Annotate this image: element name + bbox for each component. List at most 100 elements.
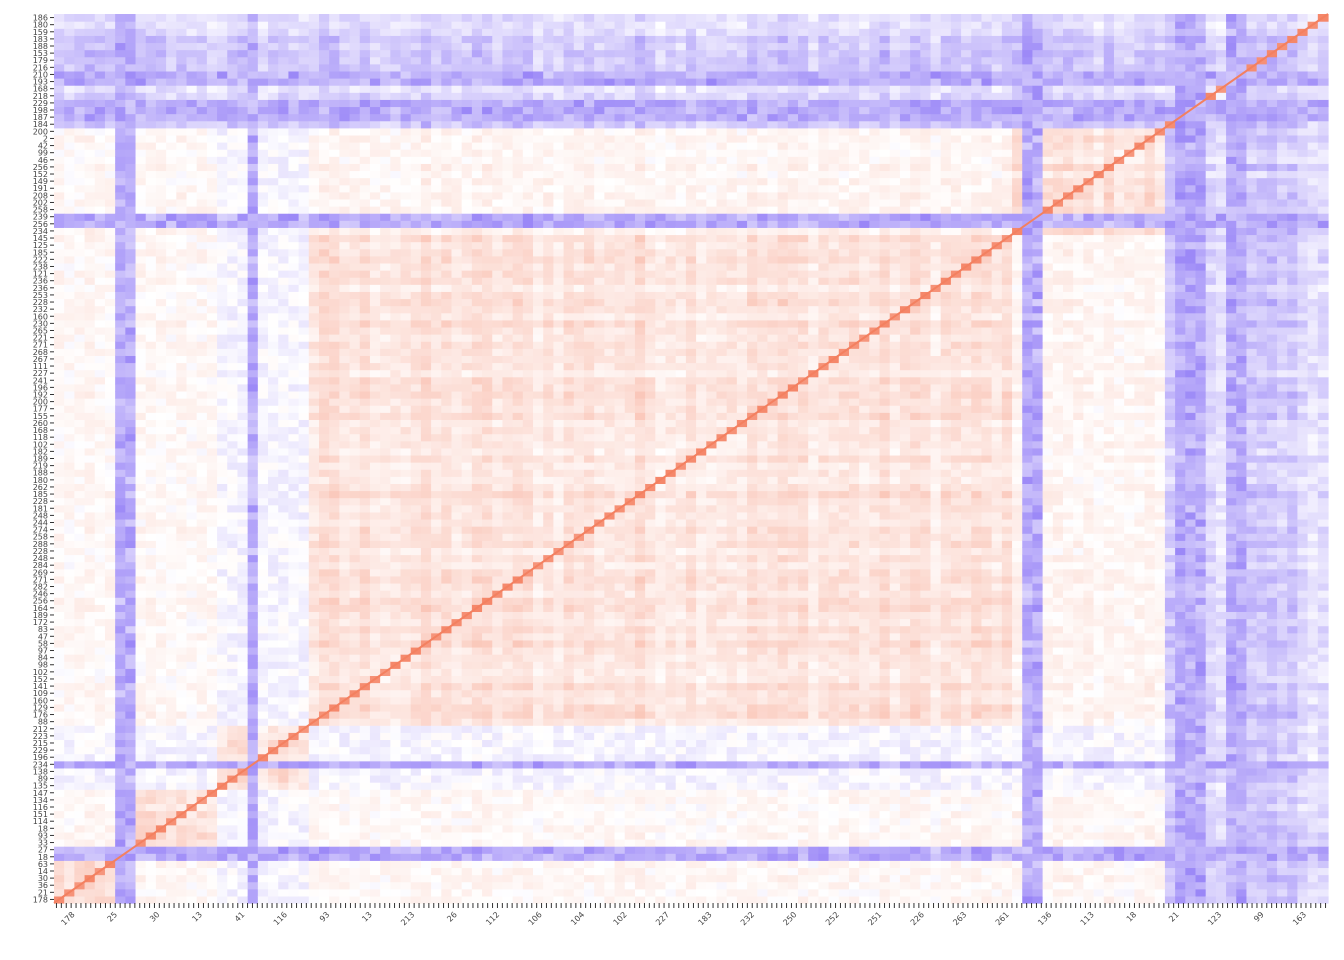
heatmap-cell — [349, 846, 361, 854]
heatmap-cell — [339, 462, 351, 470]
heatmap-cell — [278, 547, 290, 556]
heatmap-cell — [288, 241, 300, 250]
heatmap-cell — [84, 639, 96, 648]
heatmap-cell — [94, 718, 106, 726]
heatmap-cell — [318, 497, 330, 506]
heatmap-cell — [84, 895, 96, 904]
heatmap-cell — [369, 63, 381, 72]
heatmap-cell — [94, 184, 106, 193]
heatmap-cell — [329, 746, 340, 755]
heatmap-cell — [64, 682, 75, 691]
heatmap-cell — [227, 270, 239, 278]
heatmap-cell — [247, 725, 259, 733]
heatmap-cell — [115, 170, 126, 179]
heatmap-cell — [135, 710, 147, 719]
heatmap-cell — [359, 348, 371, 356]
heatmap-cell — [308, 106, 320, 115]
heatmap-cell — [176, 646, 188, 655]
heatmap-cell — [288, 405, 300, 413]
heatmap-cell — [288, 426, 300, 435]
heatmap-cell — [400, 390, 412, 399]
heatmap-cell — [359, 838, 371, 847]
heatmap-cell — [115, 575, 126, 584]
heatmap-cell — [369, 270, 381, 278]
heatmap-cell — [247, 198, 259, 207]
heatmap-cell — [115, 206, 126, 214]
heatmap-cell — [84, 675, 96, 684]
heatmap-cell — [278, 270, 290, 278]
heatmap-cell — [257, 291, 269, 300]
heatmap-cell — [104, 312, 116, 321]
heatmap-cell — [186, 198, 198, 207]
heatmap-cell — [380, 426, 391, 435]
heatmap-cell — [318, 540, 330, 548]
heatmap-cell — [166, 732, 177, 741]
heatmap-cell — [441, 618, 453, 627]
heatmap-cell — [227, 895, 239, 904]
heatmap-cell — [247, 561, 259, 570]
heatmap-cell — [196, 611, 208, 620]
heatmap-cell — [104, 291, 116, 300]
heatmap-cell — [288, 319, 300, 328]
heatmap-cell — [74, 590, 86, 598]
heatmap-cell — [135, 469, 147, 477]
heatmap-cell — [278, 14, 290, 22]
heatmap-cell — [155, 533, 167, 541]
heatmap-cell — [339, 184, 351, 193]
heatmap-cell — [115, 639, 126, 648]
heatmap-cell — [410, 661, 422, 669]
heatmap-cell — [206, 213, 218, 221]
heatmap-cell — [94, 134, 106, 143]
heatmap-cell — [339, 625, 351, 634]
heatmap-cell — [155, 561, 167, 570]
heatmap-cell — [74, 540, 86, 548]
heatmap-cell — [369, 134, 381, 143]
heatmap-cell — [217, 454, 228, 463]
heatmap-cell — [54, 561, 65, 570]
heatmap-cell — [84, 21, 96, 29]
heatmap-cell — [217, 78, 228, 86]
heatmap-cell — [441, 803, 453, 812]
heatmap-cell — [298, 149, 310, 157]
heatmap-cell — [64, 853, 75, 861]
heatmap-cell — [329, 255, 340, 264]
heatmap-cell — [166, 867, 177, 876]
heatmap-cell — [94, 796, 106, 805]
heatmap-cell — [451, 312, 463, 321]
heatmap-cell — [227, 668, 239, 677]
heatmap-cell — [278, 725, 290, 733]
heatmap-cell — [74, 703, 86, 712]
heatmap-cell — [257, 817, 269, 826]
heatmap-cell — [380, 447, 391, 456]
heatmap-cell — [64, 270, 75, 278]
heatmap-cell — [441, 554, 453, 563]
heatmap-cell — [318, 675, 330, 684]
heatmap-cell — [451, 689, 463, 698]
heatmap-cell — [431, 106, 442, 115]
heatmap-cell — [410, 511, 422, 520]
heatmap-cell — [410, 262, 422, 271]
heatmap-cell — [54, 305, 65, 314]
heatmap-cell — [104, 326, 116, 335]
heatmap-cell — [318, 597, 330, 605]
heatmap-cell — [64, 476, 75, 484]
heatmap-cell — [420, 42, 432, 51]
heatmap-cell — [288, 518, 300, 527]
heatmap-cell — [318, 867, 330, 876]
heatmap-cell — [94, 725, 106, 733]
heatmap-cell — [369, 70, 381, 79]
heatmap-cell — [94, 895, 106, 904]
heatmap-cell — [420, 860, 432, 869]
heatmap-cell — [441, 213, 453, 221]
heatmap-cell — [329, 134, 340, 143]
heatmap-cell — [369, 497, 381, 506]
heatmap-cell — [247, 291, 259, 300]
heatmap-cell — [390, 63, 402, 72]
heatmap-cell — [278, 42, 290, 51]
heatmap-cell — [400, 92, 412, 100]
heatmap-cell — [125, 92, 137, 100]
heatmap-cell — [247, 838, 259, 847]
heatmap-cell — [431, 639, 442, 648]
heatmap-cell — [288, 831, 300, 840]
heatmap-cell — [308, 732, 320, 741]
